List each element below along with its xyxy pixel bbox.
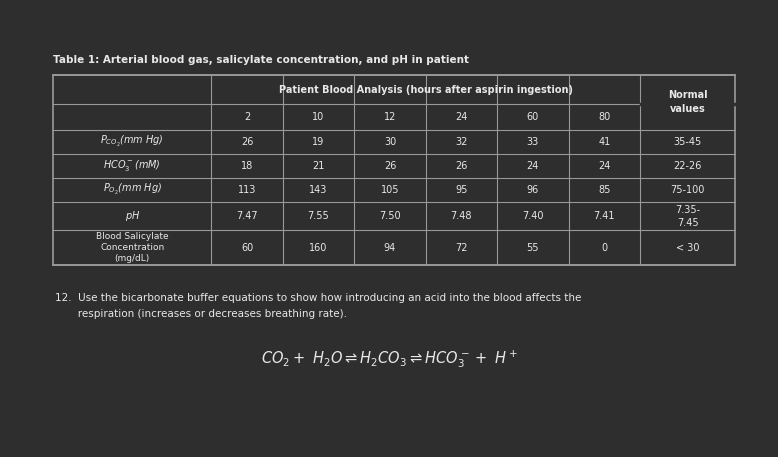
Text: 55: 55 [527,243,539,253]
Text: $HCO_3^-$(mM): $HCO_3^-$(mM) [103,158,161,173]
Text: 32: 32 [455,137,468,147]
Text: 18: 18 [241,161,253,171]
Text: 160: 160 [310,243,328,253]
Text: $CO_2 +\ H_2O \rightleftharpoons H_2CO_3 \rightleftharpoons HCO_3^- +\ H^+$: $CO_2 +\ H_2O \rightleftharpoons H_2CO_3… [261,348,517,370]
Text: Normal
values: Normal values [668,90,707,114]
Text: 12: 12 [384,112,396,122]
Text: 143: 143 [310,185,328,195]
Text: 75-100: 75-100 [671,185,705,195]
Text: 7.50: 7.50 [379,211,401,221]
Text: 2: 2 [244,112,251,122]
Text: Blood Salicylate
Concentration
(mg/dL): Blood Salicylate Concentration (mg/dL) [96,232,169,263]
Text: 7.48: 7.48 [450,211,472,221]
Text: 7.41: 7.41 [594,211,615,221]
Text: 30: 30 [384,137,396,147]
Text: 95: 95 [455,185,468,195]
Text: 7.47: 7.47 [237,211,258,221]
Text: 10: 10 [313,112,324,122]
Bar [53,75,735,265]
Text: 12.  Use the bicarbonate buffer equations to show how introducing an acid into t: 12. Use the bicarbonate buffer equations… [55,293,581,303]
Text: $P_{O_2}$(mm Hg): $P_{O_2}$(mm Hg) [103,182,162,197]
Text: 105: 105 [380,185,399,195]
Text: 113: 113 [238,185,256,195]
Text: 33: 33 [527,137,539,147]
Text: 26: 26 [241,137,253,147]
Text: 35-45: 35-45 [674,137,702,147]
Text: 80: 80 [598,112,611,122]
Text: 60: 60 [241,243,253,253]
Text: 0: 0 [601,243,608,253]
Text: < 30: < 30 [676,243,699,253]
Text: Table 1: Arterial blood gas, salicylate concentration, and pH in patient: Table 1: Arterial blood gas, salicylate … [53,55,469,65]
Text: 26: 26 [455,161,468,171]
Text: respiration (increases or decreases breathing rate).: respiration (increases or decreases brea… [55,309,347,319]
Text: 94: 94 [384,243,396,253]
Text: 24: 24 [598,161,611,171]
Text: 7.35-
7.45: 7.35- 7.45 [675,205,700,228]
Text: 60: 60 [527,112,539,122]
Text: 85: 85 [598,185,611,195]
Text: 26: 26 [384,161,396,171]
Text: 41: 41 [598,137,611,147]
Text: 7.40: 7.40 [522,211,544,221]
Text: 21: 21 [312,161,324,171]
Text: $P_{CO_2}$(mm Hg): $P_{CO_2}$(mm Hg) [100,134,164,149]
Text: 7.55: 7.55 [307,211,329,221]
Text: 19: 19 [313,137,324,147]
Text: 72: 72 [455,243,468,253]
Text: 24: 24 [527,161,539,171]
Text: 24: 24 [455,112,468,122]
Text: Patient Blood Analysis (hours after aspirin ingestion): Patient Blood Analysis (hours after aspi… [279,85,573,95]
Text: 22-26: 22-26 [673,161,702,171]
Text: $pH$: $pH$ [124,209,140,223]
Text: 96: 96 [527,185,539,195]
